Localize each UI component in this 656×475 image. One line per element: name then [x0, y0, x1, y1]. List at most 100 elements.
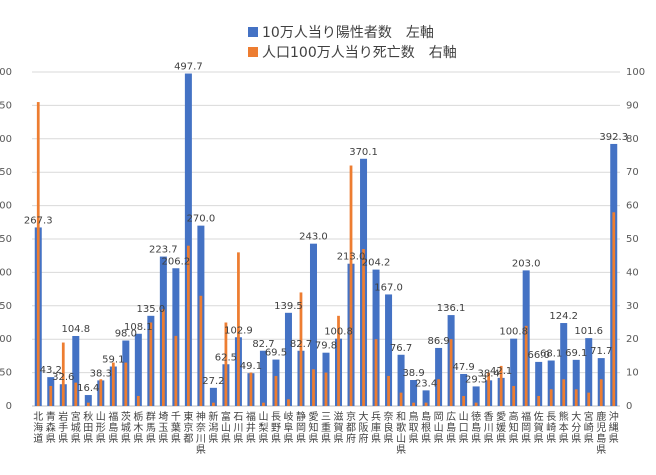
category-label: 長崎県	[546, 411, 556, 445]
data-label: 16.4	[77, 383, 99, 394]
data-label: 223.7	[149, 245, 178, 256]
data-label: 38.4	[478, 368, 500, 379]
data-label: 98.0	[115, 329, 137, 340]
legend-label-series-2: 人口100万人当り死亡数 右軸	[262, 45, 457, 61]
right-tick-label: 50	[626, 234, 639, 245]
bar-series-2	[49, 385, 53, 406]
category-label: 神奈川県	[196, 410, 206, 456]
left-tick-label: 300	[0, 201, 12, 212]
bar-series-1	[372, 269, 380, 406]
bar-series-1	[560, 323, 568, 406]
data-label: 27.2	[202, 376, 224, 387]
bar-series-2	[412, 402, 415, 406]
data-label: 82.7	[290, 339, 312, 350]
category-labels: 北海道青森県岩手県宮城県秋田県山形県福島県茨城県栃木県群馬県埼玉県千葉県東京都神…	[33, 410, 618, 456]
category-label: 埼玉県	[158, 410, 168, 445]
bar-series-2	[587, 392, 591, 406]
category-label: 山口県	[459, 411, 469, 445]
bar-series-2	[349, 165, 353, 406]
bar-series-2	[499, 365, 503, 406]
data-label: 104.8	[61, 324, 90, 335]
bar-series-1	[72, 335, 80, 406]
left-tick-label: 50	[0, 368, 12, 379]
data-label: 42.1	[490, 366, 512, 377]
bars-series-2	[36, 102, 616, 406]
bar-series-1	[460, 374, 468, 406]
right-axis-ticks: 0 10 20 30 40 50 60 70 80 90 100	[626, 67, 645, 412]
category-label: 鳥取県	[409, 410, 419, 445]
left-tick-label: 350	[0, 167, 12, 178]
data-label: 62.5	[215, 352, 237, 363]
bar-series-2	[549, 389, 553, 406]
bar-series-2	[36, 102, 40, 406]
bar-series-1	[435, 347, 443, 406]
data-label: 243.0	[299, 232, 328, 243]
bar-series-1	[385, 294, 393, 406]
data-label: 71.7	[590, 346, 612, 357]
category-label: 新潟県	[208, 410, 218, 445]
bar-series-1	[84, 395, 92, 406]
category-label: 大阪府	[359, 410, 369, 445]
bar-series-2	[74, 382, 78, 406]
category-label: 鹿児島県	[596, 410, 606, 456]
data-label: 101.6	[574, 326, 603, 337]
bar-series-1	[472, 386, 480, 406]
left-tick-label: 150	[0, 301, 12, 312]
legend-swatch-series-1	[248, 27, 258, 37]
bar-series-2	[374, 339, 378, 406]
category-label: 青森県	[46, 410, 56, 445]
category-label: 兵庫県	[371, 410, 381, 445]
data-label: 76.7	[390, 343, 412, 354]
bar-series-1	[510, 338, 518, 406]
right-tick-label: 80	[626, 134, 639, 145]
category-label: 福島県	[108, 410, 118, 445]
legend-swatch-series-2	[248, 47, 258, 57]
bar-series-2	[86, 402, 90, 406]
bar-series-2	[237, 252, 240, 406]
data-label: 59.1	[102, 355, 124, 366]
bar-series-2	[512, 385, 516, 406]
data-label: 69.1	[565, 348, 587, 359]
category-label: 大分県	[571, 410, 581, 445]
category-label: 千葉県	[171, 411, 181, 445]
data-label: 270.0	[187, 214, 216, 225]
data-label: 86.9	[427, 336, 449, 347]
category-label: 島根県	[421, 410, 431, 445]
right-tick-label: 60	[626, 201, 639, 212]
bar-series-1	[585, 338, 593, 406]
bar-series-2	[574, 389, 578, 406]
category-label: 茨城県	[121, 410, 131, 445]
bar-series-2	[562, 379, 566, 406]
data-label: 124.2	[549, 311, 578, 322]
category-label: 三重県	[321, 412, 331, 445]
bar-series-2	[174, 335, 178, 406]
data-label: 68.1	[540, 349, 562, 360]
data-label: 204.2	[362, 258, 391, 269]
category-label: 徳島県	[471, 410, 481, 445]
bar-series-2	[299, 292, 303, 406]
category-label: 香川県	[484, 411, 494, 445]
bar-series-2	[424, 402, 428, 406]
category-label: 石川県	[233, 412, 243, 445]
data-label: 167.0	[374, 282, 403, 293]
data-label: 69.5	[265, 348, 287, 359]
right-tick-label: 30	[626, 301, 639, 312]
category-label: 富山県	[221, 410, 231, 445]
bar-series-1	[259, 350, 267, 406]
category-label: 愛媛県	[496, 410, 506, 445]
bar-series-2	[187, 245, 190, 406]
left-tick-label: 250	[0, 234, 12, 245]
bar-series-1	[134, 333, 142, 406]
category-label: 秋田県	[83, 410, 93, 445]
bar-series-2	[462, 395, 465, 406]
bar-series-2	[537, 395, 541, 406]
category-label: 北海道	[33, 411, 43, 445]
data-label: 82.7	[252, 339, 274, 350]
data-label: 135.0	[137, 304, 166, 315]
data-label: 100.8	[499, 327, 528, 338]
data-label: 267.3	[24, 215, 53, 226]
data-label: 49.1	[240, 361, 262, 372]
data-label: 213.0	[337, 252, 366, 263]
data-label: 206.2	[162, 256, 191, 267]
